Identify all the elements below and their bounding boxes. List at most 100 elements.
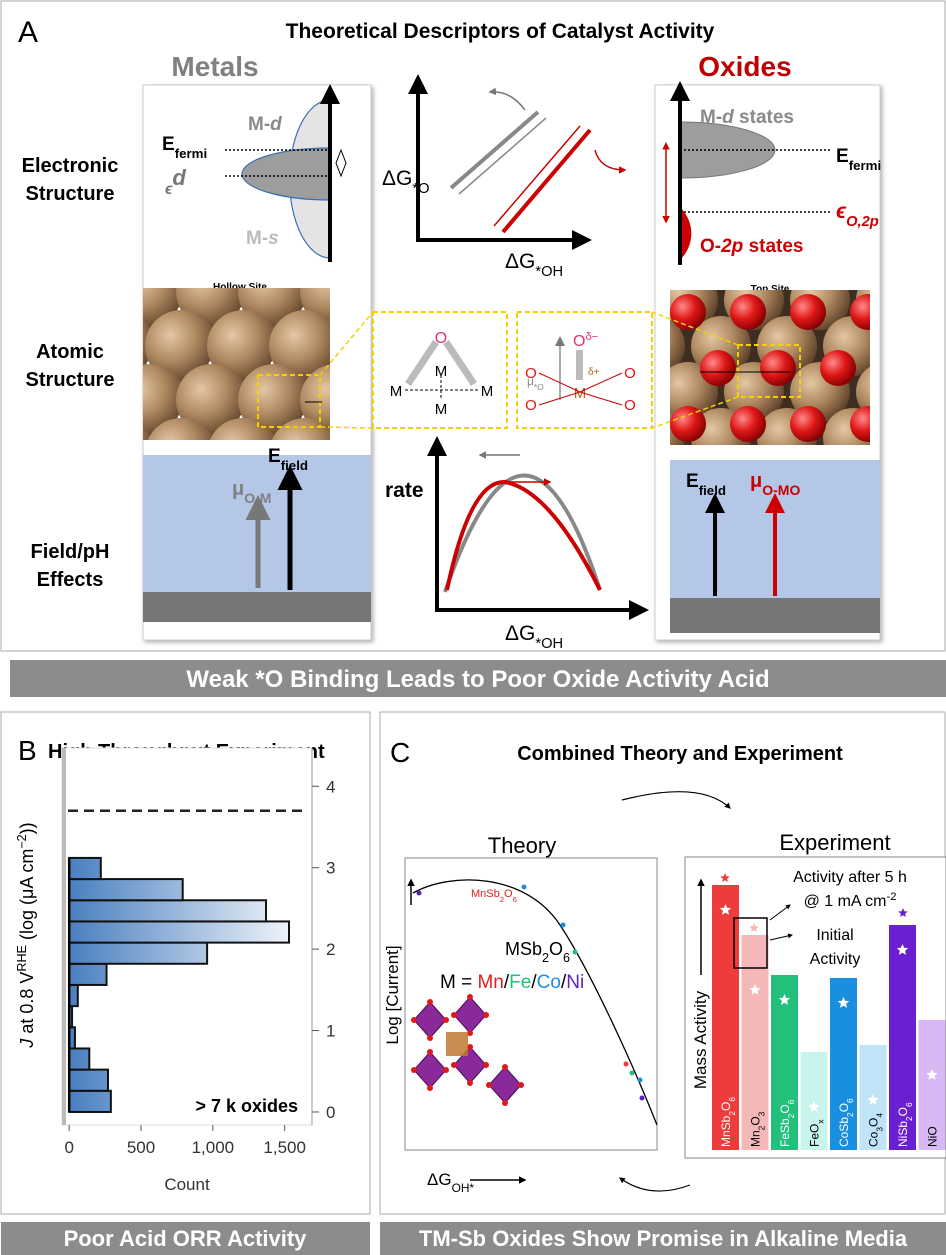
- polyhedron: [446, 1032, 468, 1056]
- label-part: 6: [563, 951, 570, 965]
- banner-text: Weak *O Binding Leads to Poor Oxide Acti…: [186, 666, 769, 693]
- label-part: 2: [542, 951, 549, 965]
- atom: [790, 294, 826, 330]
- bar: [69, 1048, 89, 1069]
- bar-label-part: FeSb: [778, 1118, 792, 1147]
- atom: [467, 994, 473, 1000]
- electrode: [670, 598, 880, 633]
- bar-label-part: MnSb: [719, 1115, 733, 1147]
- row-label: Field/pH: [31, 541, 110, 563]
- atom: [427, 999, 433, 1005]
- bar-label: NiO: [926, 1126, 940, 1147]
- note: @ 1 mA cm-2: [804, 891, 897, 910]
- note: Activity after 5 h: [793, 869, 907, 886]
- note-part: -2: [886, 891, 896, 903]
- note: Initial: [816, 927, 853, 944]
- label-part: O-M: [244, 490, 271, 506]
- bar-label-part: O: [749, 1116, 763, 1125]
- y-axis-label-part: at 0.8 V: [17, 972, 37, 1039]
- banner-text: TM-Sb Oxides Show Promise in Alkaline Me…: [419, 1226, 908, 1251]
- bar: [69, 879, 183, 900]
- electrode: [143, 592, 371, 622]
- bar: [69, 964, 106, 985]
- atom: [730, 294, 766, 330]
- bar-label-part: NiO: [926, 1126, 940, 1147]
- label-part: M-: [700, 107, 722, 128]
- label-part: *OH: [535, 636, 563, 652]
- label-part: s: [268, 228, 279, 249]
- bar-label-part: Mn: [749, 1130, 763, 1147]
- note-part: @ 1 mA cm: [804, 893, 887, 910]
- bar-label-part: 6: [727, 1097, 737, 1102]
- bar-label-part: Co: [867, 1131, 881, 1147]
- label-part: ΔG: [427, 1170, 452, 1189]
- bar-label-part: O: [778, 1104, 792, 1113]
- label-part: E: [686, 471, 699, 492]
- label-part: MSb: [505, 939, 542, 959]
- bar-label-part: 6: [786, 1099, 796, 1104]
- atom-label: O: [435, 330, 447, 347]
- x-tick-label: 1,500: [263, 1138, 306, 1157]
- atom: [443, 1067, 449, 1073]
- label-part: Fe: [509, 972, 531, 993]
- bar-label-part: O: [896, 1107, 910, 1116]
- label-part: ΔG: [505, 622, 535, 645]
- atom: [483, 1012, 489, 1018]
- atom-label: O: [525, 397, 537, 414]
- atom-label: O: [525, 365, 537, 382]
- label-part: δ−: [585, 331, 598, 343]
- label-part: O,2p: [846, 214, 879, 230]
- label-part: O-: [700, 236, 721, 257]
- y-axis-label-part: RHE: [15, 945, 29, 972]
- bar-label-part: FeO: [808, 1124, 822, 1147]
- atom: [502, 1064, 508, 1070]
- label-part: 2p: [720, 236, 743, 257]
- theory-point: [522, 885, 527, 890]
- atom: [700, 350, 736, 386]
- label-part: E: [836, 146, 849, 167]
- bar: [69, 1070, 108, 1091]
- label-part: O-MO: [762, 482, 800, 498]
- atom: [670, 294, 706, 330]
- label-part: fermi: [175, 146, 208, 161]
- label-part: μ: [750, 470, 762, 492]
- bar-label-part: O: [867, 1118, 881, 1127]
- bar-label-part: O: [837, 1103, 851, 1112]
- x-tick-label: 500: [127, 1138, 155, 1157]
- label: M-d: [248, 114, 282, 135]
- atom: [760, 350, 796, 386]
- atom: [467, 1080, 473, 1086]
- y-axis-label-part: (log (μA cm: [17, 849, 37, 945]
- label-part: *OH: [535, 264, 563, 280]
- panel-label: C: [390, 737, 410, 768]
- panel-title: Combined Theory and Experiment: [517, 743, 843, 765]
- label-part: M =: [440, 972, 477, 993]
- charge-label: δ+: [588, 367, 600, 378]
- label-part: MnSb: [471, 888, 500, 900]
- x-tick-label: 0: [64, 1138, 73, 1157]
- atom: [451, 1062, 457, 1068]
- plot-area: [405, 858, 657, 1150]
- atom: [790, 406, 826, 442]
- y-tick-label: 0: [326, 1103, 335, 1122]
- label: M-d states: [700, 107, 794, 128]
- figure: ATheoretical Descriptors of Catalyst Act…: [0, 0, 946, 1255]
- atom: [486, 1082, 492, 1088]
- label-part: μ: [232, 478, 244, 500]
- label-part: M-: [246, 228, 268, 249]
- y-tick-label: 2: [326, 940, 335, 959]
- theory-point: [640, 1096, 645, 1101]
- panel-title: Theoretical Descriptors of Catalyst Acti…: [286, 20, 715, 43]
- x-axis-label: Count: [164, 1175, 210, 1194]
- row-label: Atomic: [36, 341, 104, 363]
- bar: [69, 921, 289, 942]
- banner-text: Poor Acid ORR Activity: [64, 1226, 308, 1251]
- atom: [411, 1067, 417, 1073]
- atom: [427, 1049, 433, 1055]
- column-heading: Metals: [171, 51, 258, 82]
- label-part: *O: [412, 181, 429, 197]
- axis-label: rate: [385, 479, 424, 502]
- subpanel-title: Experiment: [779, 830, 890, 855]
- atom: [427, 1085, 433, 1091]
- atom-label: O: [624, 365, 636, 382]
